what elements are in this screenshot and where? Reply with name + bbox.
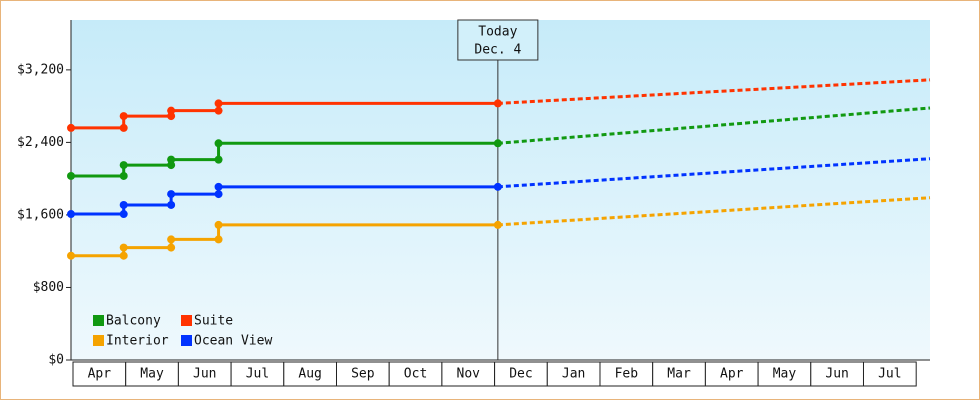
point	[167, 112, 176, 121]
y-tick-label: $800	[33, 280, 64, 295]
x-tick-label: Jun	[193, 367, 216, 382]
point	[67, 123, 75, 132]
month-box	[125, 361, 179, 387]
point	[119, 200, 128, 209]
x-tick-label: Oct	[404, 367, 427, 382]
x-tick-label: Jul	[246, 367, 269, 382]
x-tick-label: Apr	[720, 367, 744, 382]
point	[67, 171, 75, 180]
legend-swatch	[181, 335, 192, 346]
point	[167, 243, 176, 252]
month-box	[810, 361, 864, 387]
point	[493, 182, 502, 191]
point	[167, 200, 176, 209]
point	[493, 139, 502, 148]
x-tick-label: Nov	[457, 367, 481, 382]
x-tick-label: May	[140, 367, 164, 382]
x-tick-label: Aug	[298, 367, 321, 382]
y-tick-label: $0	[48, 353, 64, 368]
legend-label: Suite	[194, 314, 233, 329]
legend-swatch	[93, 335, 104, 346]
point	[214, 220, 223, 229]
point	[167, 161, 176, 170]
point	[67, 210, 75, 219]
forecast-line	[497, 196, 931, 227]
month-box	[704, 361, 759, 387]
legend-swatch	[181, 315, 192, 326]
point	[214, 190, 223, 199]
point	[119, 210, 128, 219]
y-tick-label: $3,200	[17, 62, 64, 77]
plot-area	[71, 20, 930, 360]
x-tick-label: May	[773, 367, 797, 382]
today-label: Today	[478, 25, 517, 40]
point	[167, 190, 176, 199]
legend-label: Interior	[106, 334, 169, 349]
point	[214, 99, 223, 108]
y-tick-label: $1,600	[17, 207, 64, 222]
forecast-line	[497, 157, 931, 189]
legend-swatch	[93, 315, 104, 326]
point	[119, 251, 128, 260]
point	[119, 161, 128, 170]
y-tick-label: $2,400	[17, 135, 64, 150]
point	[119, 171, 128, 180]
today-label: Dec. 4	[474, 43, 521, 58]
forecast-line	[497, 106, 931, 145]
today-box	[457, 19, 539, 61]
point	[493, 99, 502, 108]
point	[214, 106, 223, 115]
x-tick-label: Feb	[615, 367, 639, 382]
month-box	[283, 361, 337, 387]
month-box	[177, 361, 232, 387]
point	[214, 235, 223, 244]
month-box	[72, 361, 127, 387]
point	[119, 123, 128, 132]
month-box	[230, 361, 285, 387]
point	[67, 251, 75, 260]
month-box	[862, 361, 917, 387]
x-tick-label: Sep	[351, 367, 375, 382]
point	[493, 220, 502, 229]
point	[214, 139, 223, 148]
point	[167, 235, 176, 244]
point	[119, 112, 128, 121]
x-tick-label: Dec	[509, 367, 532, 382]
point	[214, 182, 223, 191]
x-tick-label: Mar	[667, 367, 691, 382]
x-tick-label: Jul	[878, 367, 901, 382]
forecast-line	[497, 78, 931, 105]
x-tick-label: Jun	[825, 367, 848, 382]
legend-label: Balcony	[106, 314, 161, 329]
month-box	[441, 361, 496, 387]
legend-label: Ocean View	[194, 334, 272, 349]
month-box	[652, 361, 706, 387]
point	[119, 243, 128, 252]
x-tick-label: Jan	[562, 367, 585, 382]
point	[214, 155, 223, 164]
x-tick-label: Apr	[88, 367, 112, 382]
month-box	[546, 361, 601, 387]
